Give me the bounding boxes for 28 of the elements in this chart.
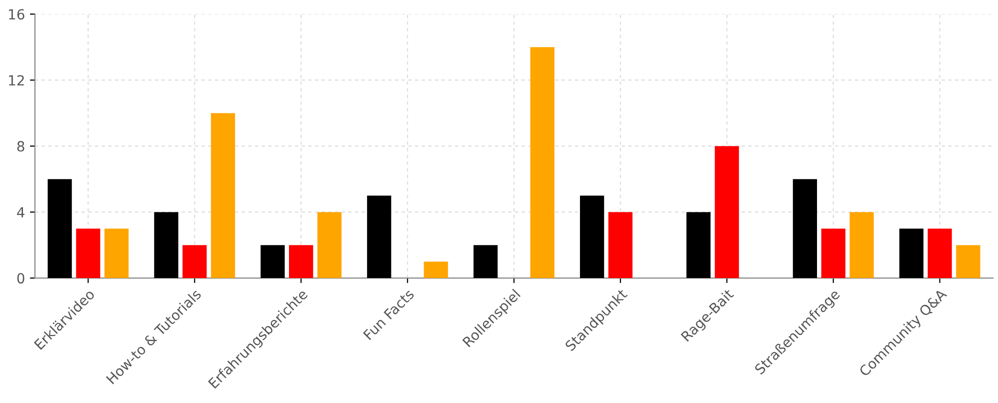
bar (424, 262, 448, 278)
bar (850, 212, 874, 278)
bar (474, 245, 498, 278)
bar (154, 212, 178, 278)
bar (928, 228, 952, 278)
bar (76, 228, 100, 278)
bar (104, 228, 129, 278)
y-tick-label: 0 (17, 273, 24, 284)
bar (899, 228, 924, 278)
y-tick-label: 4 (17, 207, 24, 218)
bar (317, 212, 342, 278)
bar (714, 146, 739, 278)
bar (580, 196, 604, 278)
bar (289, 245, 314, 278)
bar (821, 228, 846, 278)
y-tick-label: 16 (9, 9, 24, 20)
bar (686, 212, 711, 278)
y-tick-label: 8 (17, 141, 24, 152)
bar (260, 245, 285, 278)
bar (182, 245, 207, 278)
bar (956, 245, 980, 278)
bar (48, 179, 72, 278)
bar (367, 196, 392, 278)
bar (608, 212, 632, 278)
y-tick-label: 12 (9, 75, 24, 86)
bar (210, 113, 236, 278)
bar (530, 47, 554, 278)
bar (792, 179, 818, 278)
